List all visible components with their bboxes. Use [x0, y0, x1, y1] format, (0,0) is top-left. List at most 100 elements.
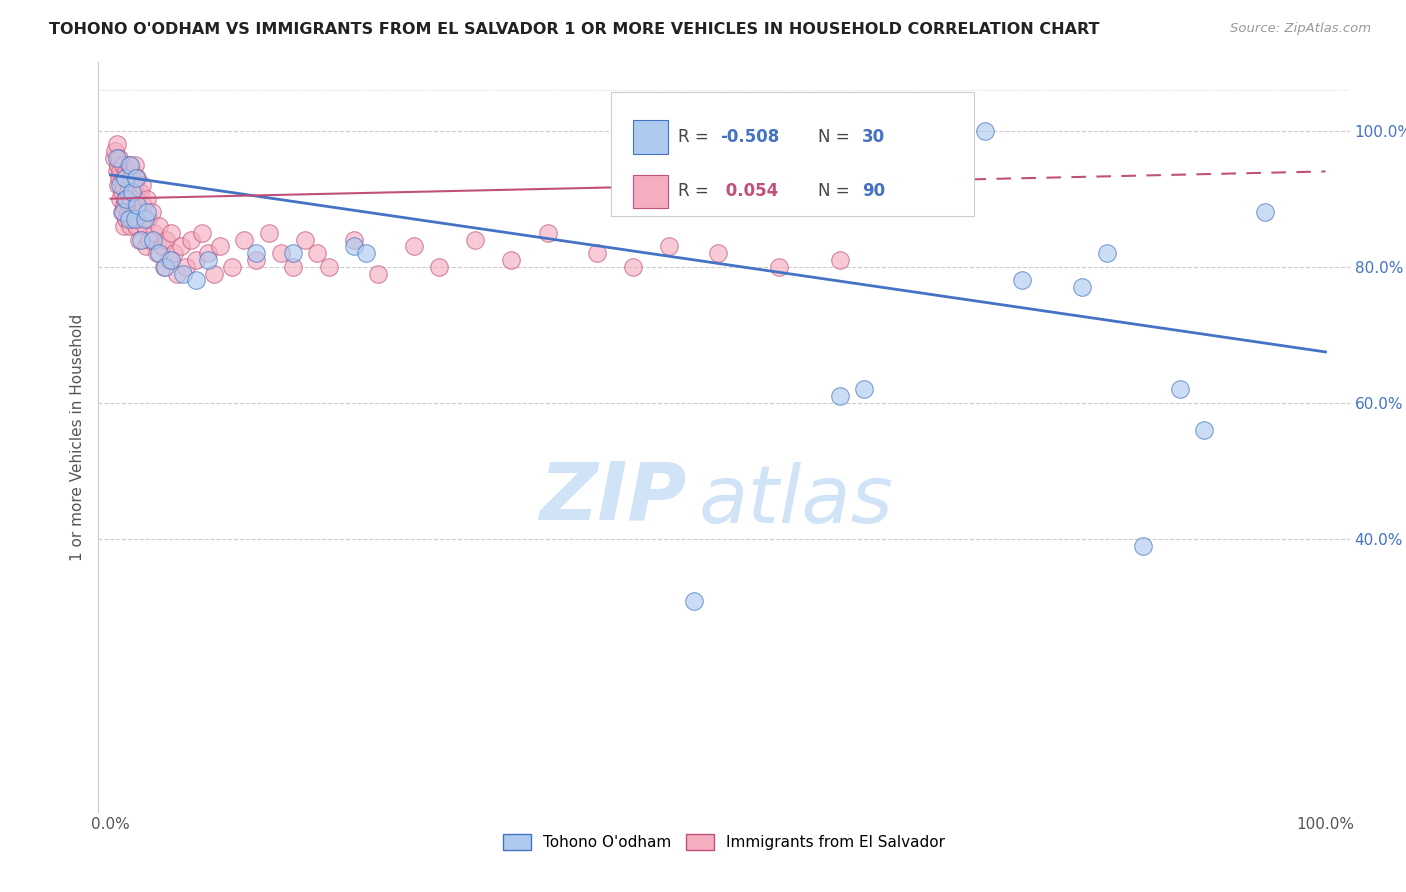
Point: [129, 205, 152, 219]
Point: [110, 192, 132, 206]
Point: [128, 212, 150, 227]
Point: [145, 246, 167, 260]
Point: [658, 239, 681, 253]
Point: [115, 212, 138, 227]
Point: [180, 233, 202, 247]
Point: [114, 192, 136, 206]
Point: [142, 233, 165, 247]
Point: [1192, 423, 1215, 437]
Point: [828, 252, 851, 267]
Point: [124, 212, 146, 227]
Point: [127, 171, 149, 186]
Point: [318, 260, 340, 274]
Point: [707, 246, 730, 260]
Point: [131, 178, 153, 192]
Point: [150, 239, 173, 253]
Point: [121, 185, 143, 199]
Point: [342, 239, 364, 253]
Point: [537, 226, 560, 240]
Point: [111, 158, 134, 172]
Point: [160, 252, 183, 267]
Point: [127, 192, 149, 206]
Point: [202, 267, 225, 281]
Text: 30: 30: [862, 128, 884, 145]
Point: [367, 267, 389, 281]
Point: [104, 144, 127, 158]
Text: R =: R =: [678, 182, 714, 201]
Point: [281, 260, 304, 274]
Point: [107, 178, 129, 192]
Point: [108, 171, 131, 186]
Point: [110, 178, 132, 192]
Point: [136, 205, 159, 219]
Point: [118, 219, 141, 233]
Point: [404, 239, 426, 253]
Point: [163, 246, 186, 260]
Point: [197, 252, 219, 267]
Point: [221, 260, 243, 274]
Point: [112, 219, 135, 233]
Point: [143, 226, 166, 240]
Point: [208, 239, 231, 253]
Text: TOHONO O'ODHAM VS IMMIGRANTS FROM EL SALVADOR 1 OR MORE VEHICLES IN HOUSEHOLD CO: TOHONO O'ODHAM VS IMMIGRANTS FROM EL SAL…: [49, 22, 1099, 37]
Point: [136, 212, 159, 227]
Point: [115, 164, 138, 178]
Point: [184, 252, 207, 267]
Point: [427, 260, 450, 274]
Point: [118, 198, 141, 212]
Point: [197, 246, 219, 260]
Point: [127, 198, 149, 212]
Point: [190, 226, 212, 240]
Point: [281, 246, 304, 260]
Point: [974, 123, 997, 137]
Point: [1071, 280, 1094, 294]
Text: Source: ZipAtlas.com: Source: ZipAtlas.com: [1230, 22, 1371, 36]
Point: [105, 151, 128, 165]
Point: [257, 226, 280, 240]
Point: [110, 164, 132, 178]
Point: [122, 185, 145, 199]
Point: [1132, 539, 1154, 553]
Point: [141, 205, 163, 219]
Text: 90: 90: [862, 182, 884, 201]
Point: [155, 260, 177, 274]
Point: [110, 185, 132, 199]
Point: [117, 205, 139, 219]
Point: [949, 123, 972, 137]
Point: [118, 212, 141, 227]
Point: [852, 383, 875, 397]
Point: [108, 151, 131, 165]
Point: [354, 246, 377, 260]
Point: [148, 246, 170, 260]
Point: [125, 198, 148, 212]
Point: [128, 233, 150, 247]
Point: [121, 164, 143, 178]
Point: [682, 593, 704, 607]
Point: [107, 158, 129, 172]
Point: [135, 239, 157, 253]
Point: [132, 198, 155, 212]
Point: [464, 233, 486, 247]
Point: [1095, 246, 1118, 260]
Point: [125, 219, 148, 233]
Y-axis label: 1 or more Vehicles in Household: 1 or more Vehicles in Household: [69, 313, 84, 561]
Point: [585, 246, 607, 260]
Point: [768, 260, 790, 274]
Point: [1168, 383, 1191, 397]
Point: [148, 219, 170, 233]
Point: [129, 233, 152, 247]
Point: [621, 260, 644, 274]
Point: [112, 198, 135, 212]
Point: [103, 151, 125, 165]
Text: -0.508: -0.508: [720, 128, 779, 145]
Point: [1011, 273, 1033, 287]
Text: N =: N =: [818, 182, 855, 201]
Point: [157, 252, 180, 267]
Point: [105, 164, 128, 178]
Text: 0.054: 0.054: [720, 182, 779, 201]
Point: [128, 185, 150, 199]
Point: [166, 267, 188, 281]
Point: [342, 233, 364, 247]
Point: [120, 171, 142, 186]
Point: [307, 246, 329, 260]
